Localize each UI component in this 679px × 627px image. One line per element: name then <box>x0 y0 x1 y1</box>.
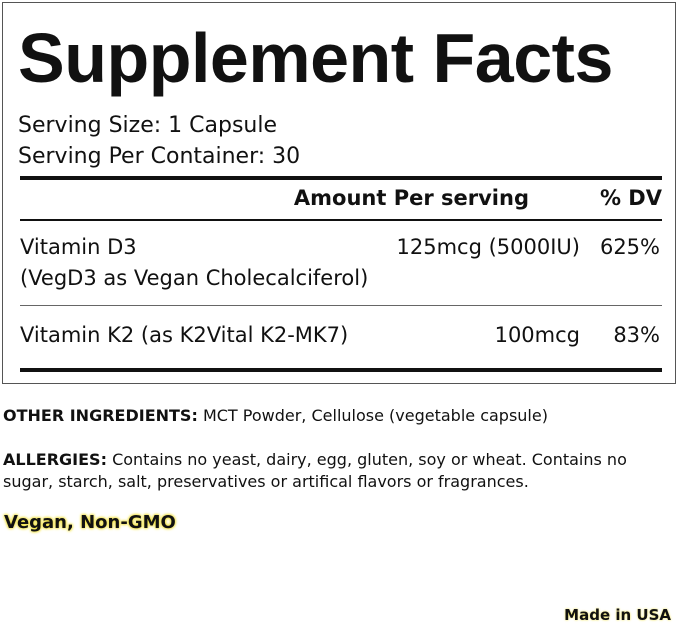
nutrient-name: Vitamin D3 <box>20 235 137 259</box>
nutrient-dv: 625% <box>599 235 660 259</box>
thick-rule <box>20 368 662 372</box>
other-ingredients-label: OTHER INGREDIENTS: <box>3 406 198 425</box>
nutrient-name: Vitamin K2 (as K2Vital K2-MK7) <box>20 323 349 347</box>
allergies-text: Contains no yeast, dairy, egg, gluten, s… <box>3 450 627 491</box>
thick-rule <box>20 176 662 180</box>
amount-header: Amount Per serving <box>293 186 529 210</box>
allergies-label: ALLERGIES: <box>3 450 107 469</box>
rule <box>20 219 662 221</box>
allergies: ALLERGIES: Contains no yeast, dairy, egg… <box>3 449 663 493</box>
nutrient-dv: 83% <box>613 323 660 347</box>
claims: Vegan, Non-GMO <box>4 512 176 533</box>
servings-per-container: Serving Per Container: 30 <box>18 144 301 169</box>
facts-panel <box>2 2 676 384</box>
origin: Made in USA <box>564 606 671 624</box>
other-ingredients-text: MCT Powder, Cellulose (vegetable capsule… <box>202 406 548 425</box>
nutrient-amount: 100mcg <box>494 323 580 347</box>
other-ingredients: OTHER INGREDIENTS: MCT Powder, Cellulose… <box>3 405 548 427</box>
thin-rule <box>20 305 662 306</box>
title: Supplement Facts <box>18 19 613 97</box>
serving-size: Serving Size: 1 Capsule <box>18 113 277 138</box>
dv-header: % DV <box>599 186 662 210</box>
nutrient-detail: (VegD3 as Vegan Cholecalciferol) <box>20 266 369 290</box>
nutrient-amount: 125mcg (5000IU) <box>396 235 580 259</box>
